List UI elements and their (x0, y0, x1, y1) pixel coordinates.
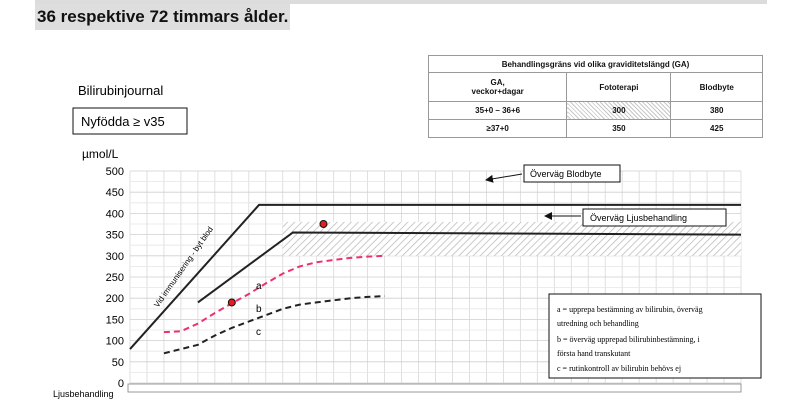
y-tick-label: 150 (106, 314, 124, 326)
table-header-blodbyte: Blodbyte (670, 72, 763, 102)
series-line (197, 231, 742, 304)
header-bar (35, 0, 767, 4)
y-tick-label: 250 (106, 272, 124, 284)
legend-line: första hand transkutant (557, 349, 631, 358)
table-header-fototerapi: Fototerapi (566, 72, 672, 102)
y-tick-label: 450 (106, 187, 124, 199)
blodbyte-label-box (523, 164, 621, 183)
annotation-b: b (256, 304, 262, 315)
annotation-a: a (256, 281, 262, 292)
y-tick-label: 300 (106, 251, 124, 263)
y-axis-label: µmol/L (82, 147, 119, 161)
y-tick-label: 100 (106, 336, 124, 348)
legend-line: a = upprepa bestämning av bilirubin, öve… (557, 305, 703, 314)
ljusbehandling-track (127, 383, 742, 393)
hatched-band (282, 221, 741, 256)
table-cell: ≥37+0 (427, 119, 568, 138)
legend-line: b = överväg upprepad bilirubinbestämning… (557, 335, 700, 344)
series (129, 203, 742, 355)
subtitle-box (72, 107, 188, 135)
series-line (163, 295, 385, 355)
ljus-label-box (582, 208, 727, 227)
y-tick-label: 400 (106, 208, 124, 220)
treatment-limit-table: Behandlingsgräns vid olika graviditetslä… (427, 55, 763, 138)
blodbyte-label: Överväg Blodbyte (530, 169, 602, 179)
data-point (227, 298, 236, 307)
blodbyte-arrow (485, 173, 523, 183)
y-tick-label: 350 (106, 230, 124, 242)
series-line (129, 203, 741, 350)
ljus-label: Överväg Ljusbehandling (590, 213, 687, 223)
table-cell: 350 (566, 119, 672, 138)
data-points (227, 220, 328, 307)
data-point (319, 220, 328, 228)
chart-title: Bilirubinjournal (78, 83, 163, 98)
y-tick-label: 200 (106, 293, 124, 305)
chart-subtitle: Nyfödda ≥ v35 (81, 114, 165, 129)
annotation-c: c (256, 327, 261, 338)
table-cell: 300 (566, 101, 672, 120)
legend-box (548, 293, 762, 379)
table-header-ga: GA, veckor+dagar (427, 72, 568, 102)
y-tick-label: 500 (106, 166, 124, 178)
header-text: 36 respektive 72 timmars ålder. (35, 4, 291, 30)
table-cell: 425 (670, 119, 763, 138)
x-axis-label: Ljusbehandling (53, 389, 114, 399)
legend-line: utredning och behandling (557, 319, 639, 328)
legend-line: c = rutinkontroll av bilirubin behövs ej (557, 364, 681, 373)
y-tick-label: 50 (112, 357, 124, 369)
series-line (163, 254, 385, 334)
legend-text: a = upprepa bestämning av bilirubin, öve… (557, 305, 703, 373)
y-ticks: 0 50 100 150 200 250 300 350 400 450 500 (106, 166, 124, 390)
y-tick-label: 0 (118, 378, 124, 390)
